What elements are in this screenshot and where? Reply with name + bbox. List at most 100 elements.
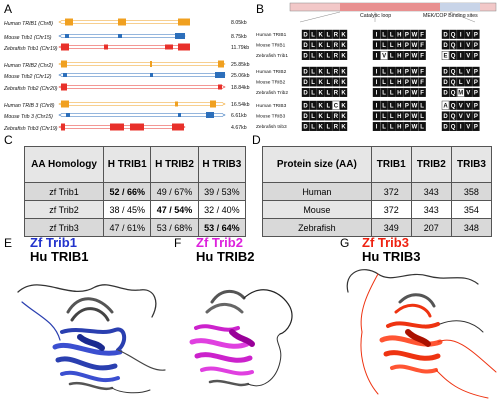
alignment-species-label: Human TRIB1 — [256, 32, 287, 38]
gene-exon-block — [66, 113, 70, 117]
alignment-species-label: Human TRIB3 — [256, 103, 287, 109]
residue-letter: P — [474, 54, 478, 60]
alignment-species-label: Zebrafish Trib2 — [256, 90, 288, 96]
residue-letter: P — [405, 43, 409, 49]
residue-letter: H — [397, 32, 401, 38]
residue-letter: K — [341, 69, 346, 75]
residue-cell — [410, 51, 419, 61]
residue-letter: V — [466, 43, 470, 49]
residue-cell — [418, 66, 426, 76]
residue-cell — [332, 29, 340, 39]
residue-cell — [372, 111, 381, 121]
gene-name-label: Zebrafish Trib1 (Chr19) — [3, 46, 58, 52]
residue-letter: P — [474, 69, 478, 75]
alignment-species-label: Zebrafish trib3 — [256, 124, 287, 130]
table-row: Human 372 343 358 — [262, 182, 493, 201]
residue-cell — [403, 87, 411, 97]
residue-cell — [309, 77, 317, 87]
residue-letter: K — [341, 43, 346, 49]
table-cell: 372 — [370, 182, 412, 201]
residue-cell — [380, 29, 388, 39]
residue-cell — [380, 51, 388, 61]
residue-letter: A — [443, 103, 448, 109]
panel-label-e: E — [4, 236, 13, 250]
residue-cell — [441, 40, 450, 50]
residue-cell — [339, 40, 348, 50]
residue-cell — [339, 121, 348, 131]
residue-letter: Q — [451, 125, 456, 131]
residue-cell — [324, 66, 333, 76]
table-d-row-label: Human — [262, 182, 372, 201]
residue-letter: D — [303, 80, 308, 86]
residue-cell — [309, 111, 317, 121]
alignment-species-label: Human TRIB2 — [256, 69, 287, 75]
residue-cell — [464, 121, 473, 131]
table-cell: 372 — [370, 200, 412, 219]
alignment-species-label: Mouse TRIB2 — [256, 80, 286, 86]
residue-letter: P — [474, 91, 478, 97]
residue-cell — [449, 66, 457, 76]
residue-letter: L — [390, 103, 394, 109]
gene-size-label: 25.85kb — [231, 62, 250, 68]
residue-cell — [418, 29, 426, 39]
gene-exon-block — [215, 72, 225, 78]
protein-size-table: Protein size (AA) TRIB1 TRIB2 TRIB3 Huma… — [262, 146, 493, 237]
table-row: Mouse 372 343 354 — [262, 200, 493, 219]
residue-letter: V — [466, 91, 470, 97]
residue-letter: L — [311, 32, 315, 38]
residue-cell — [449, 51, 457, 61]
residue-cell — [456, 100, 465, 110]
residue-letter: Q — [451, 91, 456, 97]
residue-letter: D — [443, 43, 448, 49]
residue-letter: L — [326, 91, 330, 97]
residue-cell — [316, 111, 325, 121]
residue-letter: K — [319, 80, 324, 86]
residue-letter: P — [474, 125, 478, 131]
residue-cell — [441, 29, 450, 39]
residue-cell — [441, 100, 450, 110]
residue-cell — [464, 77, 473, 87]
table-c-col-header: H TRIB1 — [103, 146, 152, 183]
residue-cell — [472, 51, 480, 61]
residue-cell — [441, 87, 450, 97]
panel-label-f: F — [174, 236, 182, 250]
residue-cell — [395, 66, 404, 76]
residue-letter: W — [412, 32, 418, 38]
residue-letter: W — [412, 54, 418, 60]
residue-letter: Q — [451, 103, 456, 109]
residue-cell — [418, 121, 426, 131]
table-row: zf Trib2 38 / 45% 47 / 54% 32 / 40% — [23, 200, 247, 219]
residue-letter: I — [376, 32, 378, 38]
residue-cell — [316, 66, 325, 76]
residue-letter: Q — [451, 114, 456, 120]
residue-letter: D — [443, 91, 448, 97]
residue-letter: D — [303, 69, 308, 75]
gene-exon-block — [178, 43, 190, 51]
residue-letter: K — [341, 125, 346, 131]
panel-label-g: G — [340, 236, 350, 250]
residue-letter: C — [334, 103, 339, 109]
residue-letter: W — [412, 91, 418, 97]
residue-letter: Q — [451, 43, 456, 49]
binding-sites-label: MEK/COP Binding sites — [423, 13, 478, 19]
residue-cell — [403, 111, 411, 121]
residue-letter: L — [382, 80, 386, 86]
residue-cell — [339, 87, 348, 97]
residue-cell — [387, 121, 396, 131]
residue-letter: D — [303, 43, 308, 49]
table-d-col-header: TRIB1 — [370, 146, 412, 183]
residue-cell — [449, 87, 457, 97]
residue-cell — [301, 121, 310, 131]
gene-exon-block — [218, 84, 222, 90]
residue-cell — [464, 111, 473, 121]
table-cell: 39 / 53% — [197, 182, 247, 201]
residue-letter: I — [460, 32, 462, 38]
table-cell: 354 — [450, 200, 493, 219]
residue-cell — [403, 51, 411, 61]
residue-cell — [395, 77, 404, 87]
residue-letter: R — [334, 80, 339, 86]
residue-letter: R — [334, 54, 339, 60]
gene-exon-block — [178, 113, 181, 117]
alignment-species-label: Zebrafish Trib1 — [256, 53, 288, 59]
gene-exon-block — [175, 101, 178, 107]
